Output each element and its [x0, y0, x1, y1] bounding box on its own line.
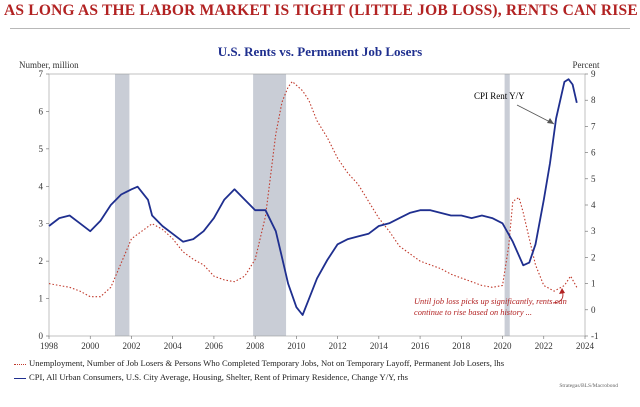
y-right-tick-label: 6: [591, 148, 596, 158]
recession-band-2: [504, 74, 510, 336]
y-left-tick-label: 2: [39, 256, 44, 266]
y-left-tick-label: 6: [39, 106, 44, 116]
legend-item-cpi-rent: CPI, All Urban Consumers, U.S. City Aver…: [14, 372, 408, 382]
x-tick-label: 2024: [576, 341, 595, 351]
y-right-tick-label: 7: [591, 121, 596, 131]
x-tick-label: 2022: [535, 341, 553, 351]
legend-item-job-losers: Unemployment, Number of Job Losers & Per…: [14, 358, 504, 368]
y-left-tick-label: 7: [39, 69, 44, 79]
cpi-annotation-arrow: [516, 104, 555, 125]
x-tick-label: 2010: [287, 341, 306, 351]
y-right-tick-label: 5: [591, 174, 596, 184]
headline: AS LONG AS THE LABOR MARKET IS TIGHT (LI…: [4, 2, 638, 19]
recession-band-0: [114, 74, 130, 336]
y-right-tick-label: 0: [591, 305, 596, 315]
legend-label-job-losers: Unemployment, Number of Job Losers & Per…: [29, 358, 505, 368]
recession-shading: [114, 74, 510, 336]
y-right-tick-label: 1: [591, 279, 596, 289]
recession-band-1: [253, 74, 287, 336]
x-tick-label: 1998: [40, 341, 59, 351]
y-left-tick-label: 1: [39, 294, 44, 304]
legend-swatch-solid: [14, 377, 26, 379]
series-layer: [48, 78, 578, 316]
annotations: CPI Rent Y/Y: [474, 91, 565, 304]
series-job-losers-line: [48, 80, 578, 298]
x-tick-label: 2014: [370, 341, 389, 351]
x-tick-label: 2008: [246, 341, 265, 351]
legend-swatch-dotted: [14, 363, 26, 365]
axis-ticks: 1998 2000 2002 2004 2006 2008 2010 2012 2014 2016…: [39, 69, 599, 351]
x-tick-label: 2006: [205, 341, 224, 351]
job-loss-note: Until job loss picks up significantly, r…: [414, 297, 567, 317]
y-right-tick-label: -1: [591, 331, 599, 341]
headline-divider: [10, 28, 630, 29]
x-tick-label: 2004: [164, 341, 183, 351]
y-right-tick-label: 3: [591, 226, 596, 236]
source-credit: Strategas/BLS/Macrobond: [559, 383, 618, 389]
x-tick-label: 2002: [122, 341, 140, 351]
legend-label-cpi-rent: CPI, All Urban Consumers, U.S. City Aver…: [29, 372, 409, 382]
x-tick-label: 2016: [411, 341, 430, 351]
y-left-tick-label: 3: [39, 219, 44, 229]
x-tick-label: 2000: [81, 341, 100, 351]
note-arrow-head: [559, 288, 565, 294]
x-tick-label: 2018: [452, 341, 471, 351]
left-axis-label: Number, million: [19, 60, 79, 70]
y-right-tick-label: 4: [591, 200, 596, 210]
cpi-rent-annotation: CPI Rent Y/Y: [474, 91, 525, 101]
x-tick-label: 2020: [494, 341, 513, 351]
right-axis-label: Percent: [573, 60, 600, 70]
y-right-tick-label: 8: [591, 95, 596, 105]
x-tick-label: 2012: [329, 341, 347, 351]
y-right-tick-label: 9: [591, 69, 596, 79]
chart-title: U.S. Rents vs. Permanent Job Losers: [218, 44, 422, 59]
series-cpi-rent-line: [48, 78, 578, 316]
cpi-arrow-head: [547, 118, 554, 124]
y-left-tick-label: 4: [39, 181, 44, 191]
y-left-tick-label: 0: [39, 331, 44, 341]
y-right-tick-label: 2: [591, 252, 596, 262]
y-left-tick-label: 5: [39, 144, 44, 154]
